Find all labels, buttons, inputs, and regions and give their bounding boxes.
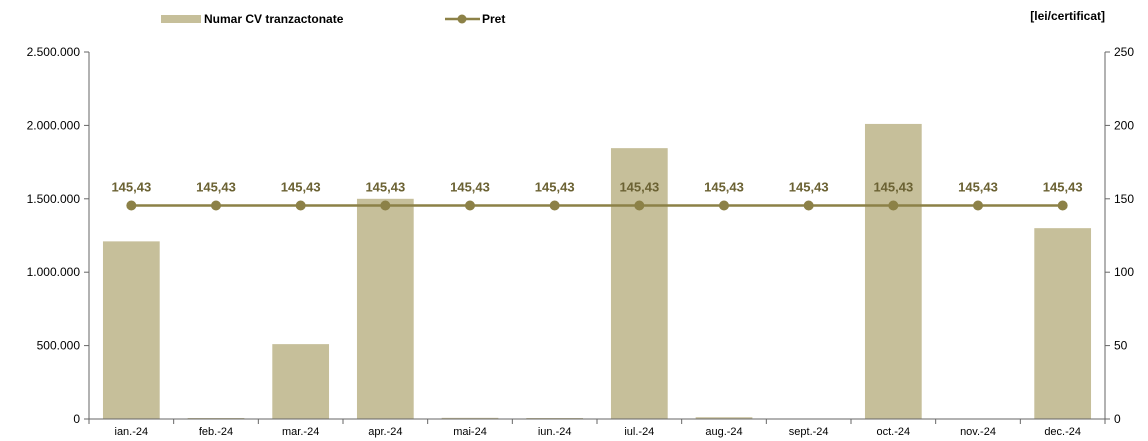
price-point [549, 200, 560, 211]
price-data-label: 145,43 [281, 180, 321, 195]
price-point [719, 200, 729, 211]
price-data-label: 145,43 [196, 180, 236, 195]
bars-layer [102, 123, 1092, 420]
left-tick-label: 2.500.000 [27, 45, 81, 59]
bar-iul.-24 [610, 148, 668, 419]
price-data-label: 145,43 [450, 180, 490, 195]
price-point [973, 200, 983, 211]
x-tick-label: apr.-24 [368, 426, 402, 438]
right-tick-label: 250 [1114, 45, 1134, 59]
price-point [465, 200, 475, 211]
left-tick-label: 0 [73, 412, 80, 426]
price-data-label: 145,43 [535, 180, 575, 195]
right-tick-label: 0 [1114, 412, 1121, 426]
right-tick-label: 100 [1114, 265, 1134, 279]
price-point [803, 200, 814, 211]
price-line-layer: 145,43 145,43 145,43 145,43 145,43 145,43 145,… [111, 180, 1083, 211]
bar-ian.-24 [102, 241, 160, 419]
x-tick-label: ian.-24 [115, 426, 149, 438]
bar-aug.-24 [695, 417, 753, 419]
price-point [888, 200, 899, 211]
price-data-label: 145,43 [1043, 180, 1083, 195]
left-tick-label: 1.000.000 [27, 265, 81, 279]
legend-bar-swatch [161, 15, 201, 23]
x-tick-label: mar.-24 [282, 426, 319, 438]
bar-oct.-24 [864, 123, 922, 420]
x-tick-label: oct.-24 [877, 426, 911, 438]
bar-mar.-24 [272, 344, 330, 419]
price-point [211, 200, 221, 211]
bar-mai-24 [441, 417, 499, 419]
bar-dec.-24 [1034, 228, 1092, 419]
price-data-label: 145,43 [619, 180, 659, 195]
x-tick-label: iul.-24 [624, 426, 654, 438]
bar-apr.-24 [356, 198, 414, 419]
right-tick-label: 50 [1114, 339, 1128, 353]
price-data-label: 145,43 [704, 180, 744, 195]
price-point [1057, 200, 1068, 211]
left-tick-label: 2.000.000 [27, 118, 81, 132]
x-tick-label: nov.-24 [960, 426, 996, 438]
left-tick-label: 500.000 [37, 339, 81, 353]
right-axis-unit-label: [lei/certificat] [1030, 9, 1105, 23]
x-tick-label: mai-24 [453, 426, 487, 438]
axes-layer: 0 500.000 1.000.000 1.500.000 2.000.000 2.500… [27, 45, 1135, 438]
price-data-label: 145,43 [111, 180, 151, 195]
price-point [126, 200, 137, 211]
legend-line-label: Pret [482, 12, 505, 26]
left-tick-label: 1.500.000 [27, 192, 81, 206]
price-data-label: 145,43 [365, 180, 405, 195]
price-data-label: 145,43 [789, 180, 829, 195]
price-point [634, 200, 645, 211]
price-point [295, 200, 306, 211]
x-tick-label: aug.-24 [705, 426, 742, 438]
right-tick-label: 200 [1114, 118, 1134, 132]
price-data-label: 145,43 [958, 180, 998, 195]
price-point [380, 200, 391, 211]
legend-line-marker [457, 14, 467, 24]
x-tick-label: iun.-24 [538, 426, 572, 438]
x-tick-label: sept.-24 [789, 426, 829, 438]
x-tick-label: dec.-24 [1044, 426, 1081, 438]
right-tick-label: 150 [1114, 192, 1134, 206]
legend-bar-label: Numar CV tranzactonate [204, 12, 344, 26]
legend: Numar CV tranzactonate Pret [161, 12, 505, 26]
x-tick-label: feb.-24 [199, 426, 233, 438]
price-data-label: 145,43 [873, 180, 913, 195]
